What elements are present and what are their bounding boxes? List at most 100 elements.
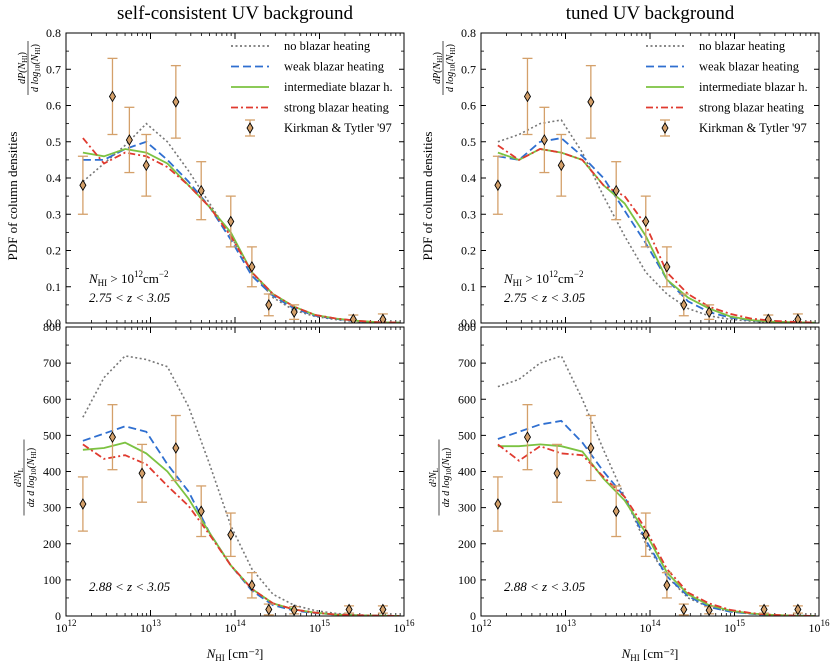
data-point-diamond (197, 505, 205, 518)
data-point-diamond (663, 579, 671, 592)
y-tick-label: 500 (458, 428, 476, 442)
data-point-diamond (79, 179, 87, 192)
y-tick-label: 0.1 (46, 280, 61, 294)
y-tick-label: 0.5 (46, 135, 61, 149)
text-part: 12 (549, 269, 558, 279)
text-part: 10 (640, 621, 652, 635)
y-tick-label: 300 (43, 501, 61, 515)
plot-area (77, 57, 400, 323)
data-point-diamond (663, 260, 671, 273)
plot-area (492, 57, 815, 323)
text-part: HI (30, 450, 38, 458)
text-part: ) (445, 44, 456, 47)
text-part: cm (558, 271, 574, 286)
y-axis-frac-num: d²NL (13, 468, 25, 487)
text-part: ) (17, 52, 28, 55)
x-tick-label: 1012 (56, 618, 77, 635)
text-part: 15 (321, 618, 331, 628)
legend-label: weak blazar heating (699, 60, 800, 74)
y-axis-frac-num: dP(NHI) (432, 52, 444, 84)
text-part: dP(N (432, 61, 443, 83)
y-tick-label: 600 (43, 392, 61, 406)
y-axis-frac-den: d log10(NHI) (445, 44, 457, 92)
text-part: HI (34, 47, 42, 55)
data-point-diamond (680, 603, 688, 616)
text-part: 10 (225, 621, 237, 635)
plot-area (77, 355, 400, 616)
text-part: cm (143, 271, 159, 286)
y-tick-label: 0 (55, 609, 61, 623)
y-tick-label: 0.1 (461, 280, 476, 294)
text-part: −2 (574, 269, 584, 279)
y-axis-frac-den: dz d log10(NHI) (26, 448, 38, 507)
x-tick-label: 1016 (394, 618, 416, 635)
x-tick-label: 1012 (471, 618, 492, 635)
text-part: 10 (30, 468, 38, 476)
text-part: 10 (56, 621, 68, 635)
text-part: 10 (34, 64, 42, 72)
data-point-diamond (760, 603, 768, 616)
text-part: 12 (483, 618, 492, 628)
text-part: dz d log (441, 476, 452, 508)
y-tick-label: 0.8 (461, 26, 476, 40)
data-point-diamond (794, 313, 802, 323)
text-part: 14 (237, 618, 247, 628)
text-part: dz d log (26, 476, 37, 508)
data-point-diamond (248, 260, 256, 273)
text-part: 16 (406, 618, 416, 628)
text-part: 10 (555, 621, 567, 635)
text-part: L (17, 468, 25, 472)
text-part: HI (98, 278, 108, 288)
y-tick-label: 0.0 (461, 316, 476, 330)
data-point-diamond (197, 184, 205, 197)
data-point-diamond (557, 159, 565, 172)
y-tick-label: 0.7 (461, 62, 476, 76)
y-tick-label: 0.5 (461, 135, 476, 149)
data-point-diamond (680, 299, 688, 311)
y-tick-label: 800 (458, 320, 476, 334)
series-line-strong-blazar-heating (82, 443, 400, 616)
data-point-diamond (108, 90, 116, 103)
annotation-redshift: 2.75 < z < 3.05 (504, 290, 586, 305)
series-line-strong-blazar-heating (497, 443, 815, 616)
text-part: ) (26, 448, 37, 451)
y-tick-label: 0.2 (461, 244, 476, 258)
y-tick-label: 0.3 (461, 207, 476, 221)
y-tick-label: 0.3 (46, 207, 61, 221)
data-point-diamond (494, 179, 502, 192)
text-part: HI (513, 278, 523, 288)
y-tick-label: 200 (43, 537, 61, 551)
y-tick-label: 0.0 (46, 316, 61, 330)
text-part: HI (630, 653, 640, 663)
chart-panel-1: self-consistent UV background 0.0 0.1 0.2 0.… (5, 3, 405, 330)
data-point-diamond (248, 579, 256, 592)
legend-label: no blazar heating (699, 39, 786, 53)
text-part: L (432, 468, 440, 472)
text-part: 10 (724, 621, 736, 635)
y-tick-label: 0.7 (46, 62, 61, 76)
text-part: N (503, 271, 514, 286)
legend-label: strong blazar heating (284, 101, 390, 115)
text-part: 13 (152, 618, 162, 628)
data-point-diamond (612, 184, 620, 197)
annotation-redshift: 2.88 < z < 3.05 (504, 579, 586, 594)
y-tick-label: 100 (458, 573, 476, 587)
y-tick-label: 300 (458, 501, 476, 515)
data-point-diamond (142, 159, 150, 172)
series-line-no-blazar-heating (497, 119, 815, 323)
text-part: 10 (449, 64, 457, 72)
text-part: HI (21, 55, 29, 63)
x-tick-label: 1013 (555, 618, 577, 635)
data-point-diamond (79, 498, 87, 510)
x-axis-label: NHI [cm⁻²] (621, 646, 679, 663)
text-part: 10 (809, 621, 821, 635)
x-tick-label: 1014 (225, 618, 247, 635)
y-axis-label: PDF of column densities (5, 132, 20, 261)
chart-panel-2: tuned UV background 0.0 0.1 0.2 0.3 0.4 0.5 0.6… (420, 3, 820, 330)
data-point-diamond (345, 603, 353, 616)
text-part: [cm⁻²] (225, 646, 264, 661)
data-point-diamond (290, 306, 298, 318)
legend-label: Kirkman & Tytler '97 (699, 121, 807, 135)
y-axis-frac-den: dz d log10(NHI) (441, 448, 453, 507)
